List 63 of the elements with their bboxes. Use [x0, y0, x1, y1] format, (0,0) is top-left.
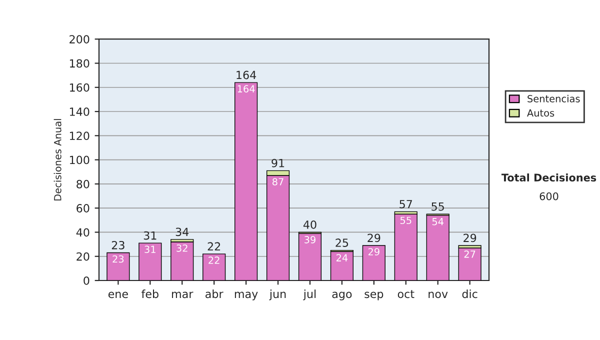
x-tick-label: dic [462, 290, 478, 298]
y-tick-label: 140 [70, 107, 90, 116]
total-label: 57 [400, 200, 412, 208]
y-tick-label: 100 [70, 156, 90, 164]
y-tick-label: 160 [70, 83, 90, 92]
data-label: 55 [400, 216, 412, 224]
bar [362, 245, 386, 280]
data-label: 31 [144, 246, 156, 254]
data-label: 29 [368, 248, 380, 256]
x-tick-label: nov [428, 292, 448, 298]
x-tick-label: abr [206, 290, 224, 298]
bar [170, 242, 194, 280]
total-label: 25 [336, 238, 348, 247]
text: 600 [540, 192, 558, 200]
bar [426, 214, 450, 280]
y-tick-label: 60 [76, 204, 90, 212]
bar [394, 214, 418, 280]
x-tick-label: oct [398, 290, 414, 298]
data-label: 39 [304, 236, 316, 244]
data-label: 87 [272, 178, 284, 186]
text: Total Decisiones [501, 173, 596, 182]
legend-label: Sentencias [528, 94, 580, 102]
data-label: 22 [208, 256, 220, 264]
x-tick-label: feb [142, 290, 158, 298]
y-tick-label: 80 [76, 180, 90, 188]
total-label: 29 [368, 234, 380, 242]
bar [330, 251, 354, 280]
x-tick-label: jul [303, 290, 316, 300]
data-label: 164 [238, 85, 255, 92]
total-label: 29 [464, 234, 476, 242]
y-axis-title: Decisiones Anual [54, 119, 62, 200]
y-tick-label: 40 [76, 228, 90, 237]
x-tick-label: mar [172, 292, 194, 298]
bar [138, 242, 162, 280]
total-label: 164 [236, 70, 256, 80]
bar [234, 82, 258, 280]
x-tick-label: sep [364, 292, 384, 300]
bar [202, 254, 226, 280]
legend-label: Autos [527, 109, 554, 117]
y-tick-label: 200 [70, 35, 90, 44]
total-label: 31 [144, 231, 156, 240]
y-tick-label: 20 [76, 252, 90, 261]
bar [106, 252, 130, 280]
bar [458, 248, 482, 280]
x-tick-label: jun [269, 290, 286, 300]
total-label: 34 [176, 228, 189, 236]
data-label: 27 [464, 250, 476, 258]
total-label: 23 [112, 240, 124, 250]
x-tick-label: ene [108, 292, 128, 298]
y-tick-label: 0 [84, 276, 90, 285]
data-label: 32 [176, 244, 188, 252]
total-label: 91 [272, 158, 284, 168]
total-label: 22 [208, 242, 220, 250]
total-label: 55 [432, 202, 444, 211]
y-tick-label: 180 [70, 59, 90, 68]
x-tick-label: may [234, 292, 258, 300]
data-label: 24 [336, 254, 348, 262]
data-label: 54 [432, 218, 444, 226]
x-tick-label: ago [332, 292, 352, 300]
total-label: 40 [303, 220, 316, 229]
bar [298, 233, 322, 280]
y-tick-label: 120 [70, 132, 90, 140]
data-label: 23 [112, 255, 124, 263]
